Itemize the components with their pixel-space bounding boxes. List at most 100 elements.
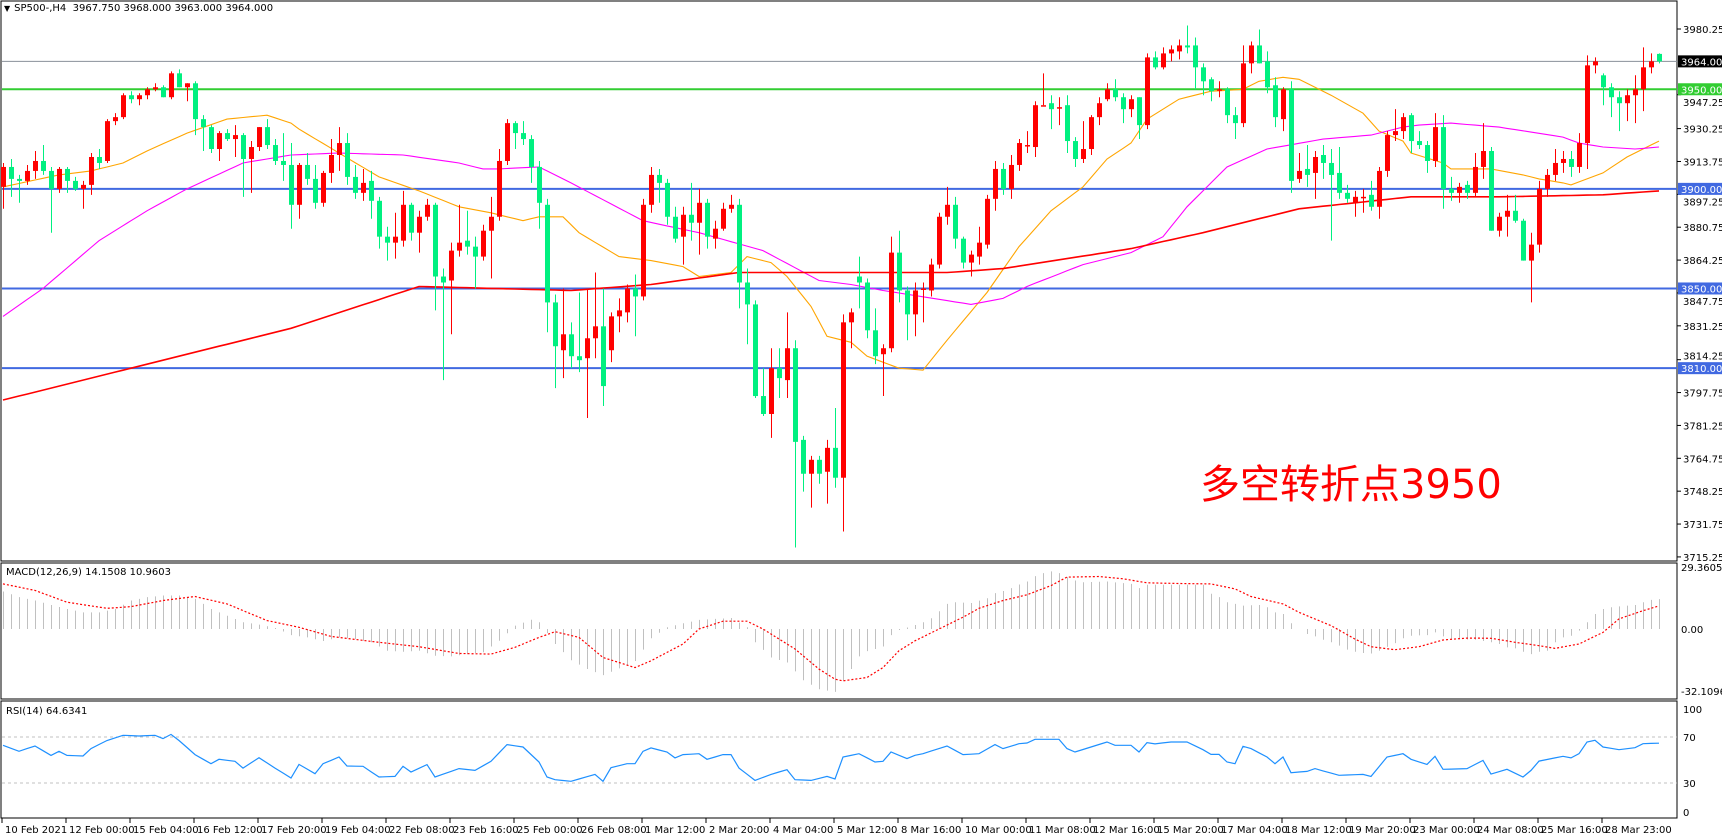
candle-body [1593, 61, 1598, 66]
candle-body [193, 83, 198, 120]
candle-body [1041, 105, 1046, 107]
candle-body [289, 164, 294, 205]
candle-body [81, 184, 86, 189]
price-tick-label: 3748.250 [1683, 487, 1722, 498]
candle-body [841, 322, 846, 478]
triangle-down-icon[interactable]: ▼ [4, 4, 11, 13]
candle-body [209, 127, 214, 150]
moving-average-ma_slow [2, 190, 1660, 401]
candle-body [921, 288, 926, 290]
candle-body [1617, 97, 1622, 104]
candle-body [1529, 244, 1534, 261]
time-label: 18 Mar 12:00 [1285, 825, 1352, 836]
candle-body [1257, 45, 1262, 64]
candle-body [505, 123, 510, 161]
rsi-line [2, 733, 1660, 783]
candle-body [609, 316, 614, 351]
candle-body [1377, 170, 1382, 207]
time-label: 15 Mar 20:00 [1157, 825, 1224, 836]
ohlc-readout: 3967.750 3968.000 3963.000 3964.000 [72, 3, 274, 14]
candle-body [593, 326, 598, 339]
candle-body [489, 216, 494, 231]
candle-body [833, 447, 838, 478]
candle-body [385, 236, 390, 243]
candle-body [1113, 89, 1118, 98]
candle-body [1337, 172, 1342, 193]
candle-body [1153, 57, 1158, 68]
symbol-label: SP500-,H4 [14, 3, 67, 14]
candle-body [1505, 210, 1510, 217]
candle-body [537, 166, 542, 203]
candle-body [1089, 117, 1094, 150]
macd-signal-line [2, 575, 1660, 682]
candle-body [1329, 162, 1334, 175]
candle-body [665, 182, 670, 217]
candle-body [1097, 103, 1102, 118]
candle-body [777, 368, 782, 379]
price-badge-label: 3850.000 [1681, 284, 1722, 295]
candle-body [457, 242, 462, 251]
candle-body [1001, 168, 1006, 189]
candle-body [1121, 97, 1126, 110]
candle-body [985, 198, 990, 245]
candle-body [1233, 115, 1238, 124]
candle-body [961, 238, 966, 263]
candle-body [521, 133, 526, 140]
candle-body [329, 154, 334, 173]
candle-body [761, 396, 766, 414]
candle-body [713, 228, 718, 239]
candle-body [697, 202, 702, 223]
candle-body [601, 326, 606, 387]
candle-body [321, 172, 326, 203]
rsi-axis-label: 30 [1683, 779, 1696, 790]
candle-body [201, 119, 206, 128]
candle-body [905, 290, 910, 315]
candle-body [257, 127, 262, 148]
price-tick-label: 3781.250 [1683, 421, 1722, 432]
main-pane-frame [0, 0, 1678, 562]
time-label: 25 Mar 16:00 [1541, 825, 1608, 836]
candle-body [745, 282, 750, 305]
candle-body [1201, 67, 1206, 82]
time-label: 19 Mar 20:00 [1349, 825, 1416, 836]
time-label: 24 Mar 08:00 [1477, 825, 1544, 836]
candle-body [273, 145, 278, 161]
candle-body [9, 166, 14, 179]
candle-body [89, 156, 94, 185]
candle-body [1625, 95, 1630, 104]
time-label: 5 Mar 12:00 [837, 825, 897, 836]
price-tick-label: 3831.250 [1683, 322, 1722, 333]
candle-body [1193, 45, 1198, 68]
candle-body [17, 178, 22, 181]
candle-body [177, 73, 182, 88]
candle-body [265, 127, 270, 146]
candle-body [1321, 154, 1326, 163]
candle-body [1465, 184, 1470, 193]
candle-body [313, 178, 318, 203]
candle-body [121, 95, 126, 118]
candle-body [585, 338, 590, 359]
price-tick-label: 3797.750 [1683, 389, 1722, 400]
candle-body [161, 87, 166, 98]
candle-body [1345, 192, 1350, 199]
candle-body [1145, 57, 1150, 126]
candle-body [1657, 53, 1662, 62]
price-tick-label: 3715.250 [1683, 553, 1722, 564]
macd-label: MACD(12,26,9) 14.1508 10.9603 [6, 567, 172, 578]
candle-body [785, 348, 790, 381]
candle-body [1553, 162, 1558, 175]
candle-body [1249, 45, 1254, 64]
candle-body [1137, 97, 1142, 126]
candle-body [1385, 135, 1390, 171]
candle-body [1649, 61, 1654, 68]
candle-body [649, 174, 654, 205]
candle-body [433, 204, 438, 277]
candle-body [105, 121, 110, 161]
candle-body [337, 143, 342, 155]
candle-body [969, 254, 974, 263]
candle-body [1609, 87, 1614, 98]
time-label: 1 Mar 12:00 [645, 825, 705, 836]
candle-body [57, 168, 62, 189]
